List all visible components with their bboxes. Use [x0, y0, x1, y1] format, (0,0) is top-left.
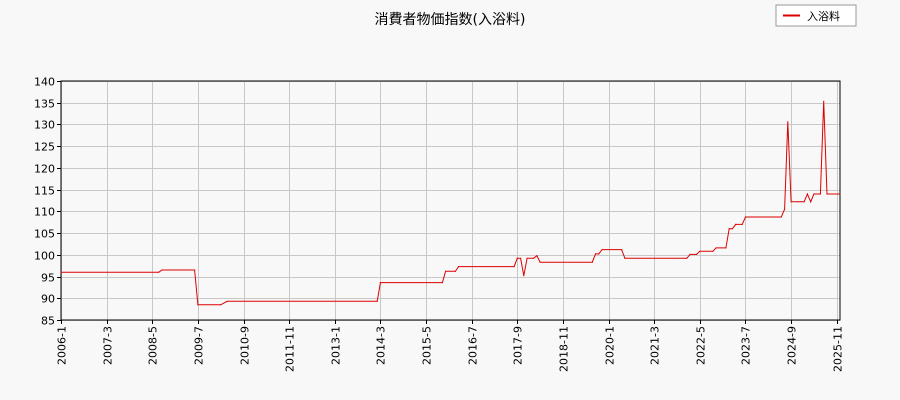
- x-tick-label: 2010-9: [239, 326, 252, 365]
- data-point: [784, 208, 786, 210]
- data-point: [819, 193, 822, 195]
- data-point: [533, 257, 535, 259]
- data-point: [197, 304, 199, 306]
- data-point: [598, 253, 600, 255]
- data-point: [594, 253, 597, 255]
- x-tick-label: 2013-1: [330, 326, 343, 365]
- x-tick-label: 2014-3: [375, 326, 388, 365]
- axes: 85 90 95 100 105 110 115 120 125 130 135 140 2006-1 2…: [34, 76, 845, 372]
- data-point: [826, 193, 828, 195]
- data-point: [686, 257, 688, 259]
- x-tick-label: 2023-7: [740, 326, 753, 365]
- x-tick-label: 2006-1: [56, 326, 69, 365]
- data-point: [458, 266, 460, 268]
- x-tick-label: 2017-9: [512, 326, 525, 365]
- data-point: [379, 282, 381, 284]
- data-point: [810, 201, 812, 203]
- legend-label: 入浴料: [807, 9, 840, 23]
- legend: 入浴料: [775, 4, 857, 27]
- data-point: [591, 261, 593, 263]
- data-point: [624, 257, 626, 259]
- x-tick-label: 2008-5: [147, 326, 160, 365]
- y-tick-label: 130: [34, 119, 55, 132]
- data-point: [376, 300, 378, 302]
- data-point: [823, 100, 825, 102]
- y-tick-label: 120: [34, 163, 55, 176]
- data-point: [60, 271, 62, 273]
- data-point: [621, 249, 623, 251]
- x-tick-label: 2007-3: [102, 326, 115, 365]
- x-tick-label: 2009-7: [193, 326, 206, 365]
- x-tick-label: 2021-3: [649, 326, 662, 365]
- chart-title: 消費者物価指数(入浴料): [375, 12, 526, 28]
- data-point: [741, 223, 743, 225]
- data-point: [725, 247, 727, 249]
- x-tick-label: 2011-11: [284, 326, 297, 372]
- data-point: [194, 269, 196, 271]
- data-point: [731, 228, 734, 230]
- y-tick-label: 105: [34, 228, 55, 241]
- x-tick-label: 2022-5: [695, 326, 708, 365]
- data-point: [744, 216, 747, 218]
- x-tick-label: 2016-7: [467, 326, 480, 365]
- y-tick-label: 100: [34, 250, 55, 263]
- data-point: [813, 193, 815, 195]
- data-point: [226, 300, 228, 302]
- series-layer: [60, 100, 841, 306]
- data-point: [696, 253, 698, 255]
- y-tick-label: 85: [41, 315, 55, 328]
- data-point: [839, 193, 841, 195]
- data-point: [601, 249, 603, 251]
- data-point: [689, 253, 691, 255]
- data-point: [797, 201, 799, 203]
- data-point: [787, 121, 789, 123]
- y-tick-label: 115: [34, 185, 55, 198]
- data-point: [728, 228, 730, 230]
- y-tick-label: 90: [41, 293, 55, 306]
- grid: [61, 81, 840, 321]
- data-point: [161, 269, 163, 271]
- y-tick-label: 125: [34, 141, 55, 154]
- data-point: [513, 266, 515, 268]
- x-tick-label: 2015-5: [421, 326, 434, 365]
- data-point: [699, 250, 701, 252]
- data-point: [441, 282, 443, 284]
- legend-box: [775, 4, 857, 27]
- data-point: [806, 193, 809, 195]
- x-tick-label: 2020-1: [604, 326, 617, 365]
- x-tick-label: 2018-11: [558, 326, 571, 372]
- data-point: [780, 216, 782, 218]
- data-point: [526, 257, 528, 259]
- data-point: [803, 201, 805, 203]
- series-line: [61, 101, 840, 306]
- plot-area: [60, 80, 841, 321]
- data-point: [445, 270, 447, 272]
- data-point: [715, 247, 717, 249]
- y-tick-label: 95: [41, 272, 55, 285]
- data-point: [158, 271, 160, 273]
- data-point: [516, 257, 518, 259]
- data-point: [520, 257, 522, 259]
- data-point: [735, 223, 737, 225]
- data-point: [536, 255, 538, 257]
- data-point: [539, 261, 541, 263]
- data-point: [454, 270, 456, 272]
- x-tick-label: 2024-9: [786, 326, 799, 365]
- y-tick-label: 140: [34, 76, 55, 89]
- data-point: [712, 250, 714, 252]
- y-tick-label: 135: [34, 98, 55, 111]
- data-point: [523, 275, 525, 277]
- data-point: [790, 201, 792, 203]
- data-point: [220, 304, 222, 306]
- x-tick-label: 2025-11: [832, 326, 845, 372]
- y-tick-label: 110: [34, 206, 55, 219]
